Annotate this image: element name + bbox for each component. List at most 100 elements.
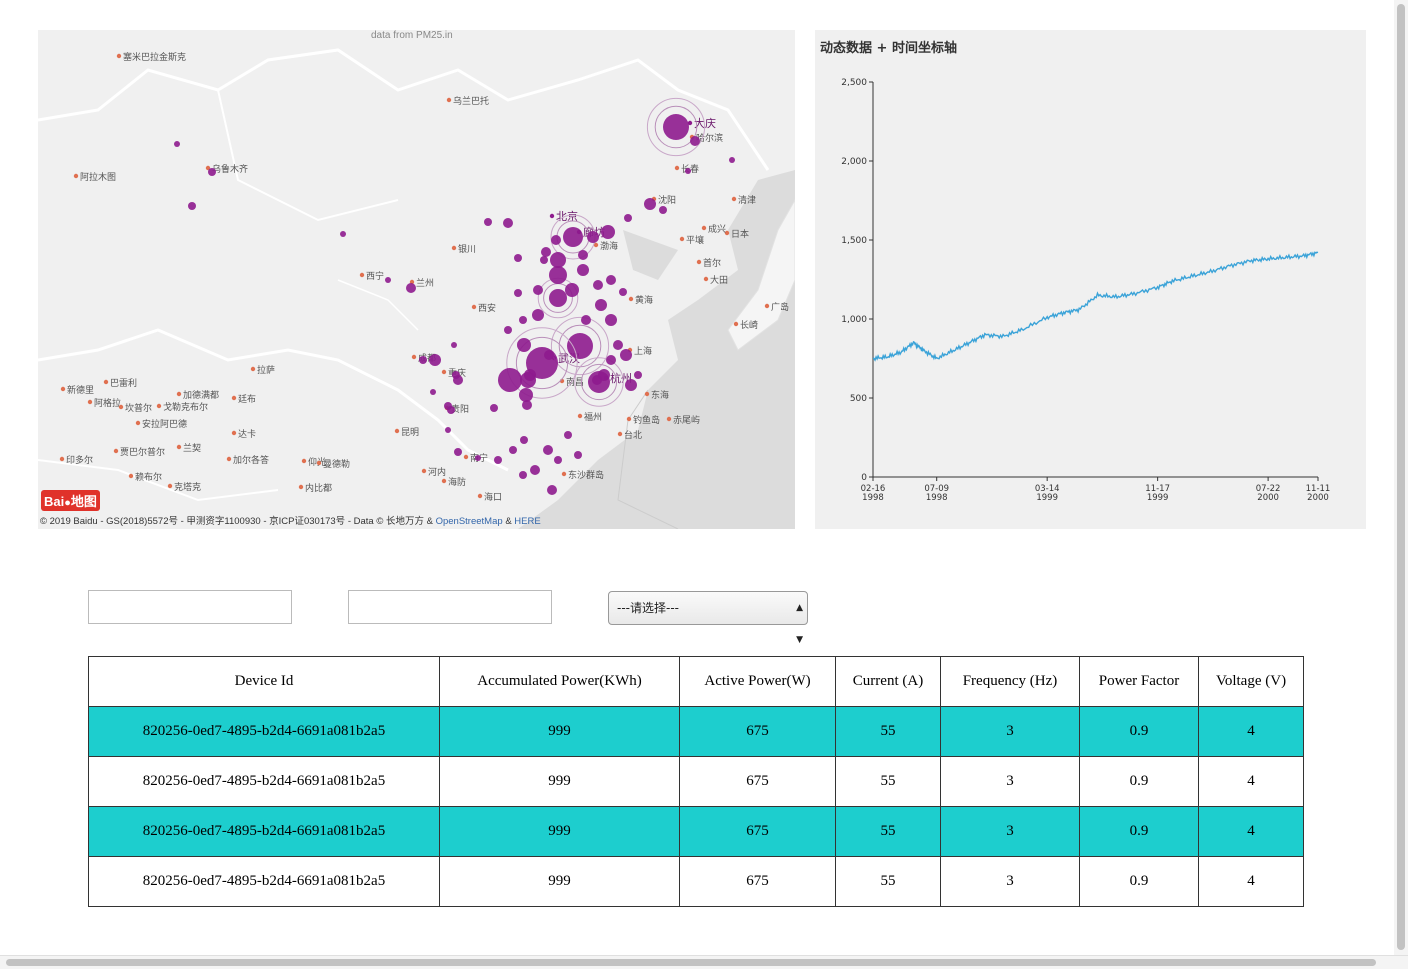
city-dot-icon: [733, 321, 739, 327]
table-row[interactable]: 820256-0ed7-4895-b2d4-6691a081b2a5 999 6…: [88, 806, 1304, 857]
cell-power-factor: 0.9: [1079, 856, 1199, 907]
aqi-bubble[interactable]: [514, 254, 522, 262]
aqi-bubble[interactable]: [620, 349, 632, 361]
aqi-bubble[interactable]: [454, 448, 462, 456]
aqi-bubble[interactable]: [619, 288, 627, 296]
aqi-bubble[interactable]: [605, 314, 617, 326]
aqi-bubble[interactable]: [504, 326, 512, 334]
table-row[interactable]: 820256-0ed7-4895-b2d4-6691a081b2a5 999 6…: [88, 856, 1304, 907]
here-link[interactable]: HERE: [514, 516, 541, 527]
vertical-scroll-thumb[interactable]: [1397, 4, 1405, 950]
aqi-bubble[interactable]: [540, 256, 548, 264]
aqi-bubble[interactable]: [659, 206, 667, 214]
aqi-bubble[interactable]: [188, 202, 196, 210]
vertical-scrollbar[interactable]: [1394, 0, 1408, 955]
table-row[interactable]: 820256-0ed7-4895-b2d4-6691a081b2a5 999 6…: [88, 706, 1304, 757]
aqi-bubble[interactable]: [340, 231, 346, 237]
aqi-bubble[interactable]: [587, 231, 599, 243]
aqi-bubble[interactable]: [484, 218, 492, 226]
aqi-bubble[interactable]: [419, 356, 427, 364]
aqi-bubble[interactable]: [494, 456, 502, 464]
table-row[interactable]: 820256-0ed7-4895-b2d4-6691a081b2a5 999 6…: [88, 756, 1304, 807]
device-select[interactable]: ---请选择--- ▲ ▼: [608, 591, 808, 645]
aqi-bubble[interactable]: [690, 136, 700, 146]
aqi-bubble[interactable]: [601, 225, 615, 239]
aqi-bubble[interactable]: [547, 485, 557, 495]
aqi-bubble[interactable]: [498, 368, 522, 392]
aqi-bubble[interactable]: [606, 275, 616, 285]
aqi-bubble[interactable]: [564, 431, 572, 439]
cell-accumulated-power: 999: [439, 856, 680, 907]
aqi-bubble[interactable]: [685, 168, 691, 174]
aqi-bubble[interactable]: [490, 404, 498, 412]
aqi-bubble[interactable]: [593, 280, 603, 290]
aqi-bubble[interactable]: [574, 451, 582, 459]
city-label: 兰契: [183, 442, 201, 454]
filter-input-2[interactable]: [348, 590, 552, 624]
openstreetmap-link[interactable]: OpenStreetMap: [435, 516, 503, 527]
horizontal-scrollbar[interactable]: [0, 955, 1408, 969]
aqi-bubble[interactable]: [563, 227, 583, 247]
aqi-bubble[interactable]: [174, 141, 180, 147]
aqi-bubble[interactable]: [595, 299, 607, 311]
city-dot-icon: [549, 213, 555, 219]
aqi-bubble[interactable]: [509, 446, 517, 454]
aqi-bubble[interactable]: [452, 371, 460, 379]
aqi-bubble[interactable]: [551, 235, 561, 245]
aqi-bubble[interactable]: [606, 355, 616, 365]
aqi-bubble[interactable]: [532, 309, 544, 321]
city-label: 内比都: [305, 482, 332, 494]
aqi-bubble[interactable]: [543, 445, 553, 455]
aqi-bubble[interactable]: [613, 340, 623, 350]
aqi-bubble[interactable]: [519, 316, 527, 324]
map-canvas[interactable]: 塞米巴拉金斯克乌兰巴托阿拉木图乌鲁木齐大庆哈尔滨长春沈阳北京廊坊渤海银川西宁兰州…: [38, 30, 795, 529]
aqi-bubble[interactable]: [522, 400, 532, 410]
aqi-bubble[interactable]: [625, 379, 637, 391]
aqi-bubble[interactable]: [520, 436, 528, 444]
aqi-bubble[interactable]: [514, 289, 522, 297]
aqi-bubble[interactable]: [517, 338, 531, 352]
city-map[interactable]: 塞米巴拉金斯克乌兰巴托阿拉木图乌鲁木齐大庆哈尔滨长春沈阳北京廊坊渤海银川西宁兰州…: [38, 30, 795, 529]
aqi-bubble[interactable]: [519, 471, 527, 479]
aqi-bubble[interactable]: [451, 342, 457, 348]
city-label: 安拉阿巴德: [142, 418, 187, 430]
cell-voltage: 4: [1198, 706, 1304, 757]
aqi-bubble[interactable]: [530, 465, 540, 475]
aqi-bubble[interactable]: [729, 157, 735, 163]
aqi-bubble[interactable]: [406, 283, 416, 293]
aqi-bubble[interactable]: [520, 372, 536, 388]
aqi-bubble[interactable]: [567, 333, 593, 359]
aqi-bubble[interactable]: [578, 250, 588, 260]
aqi-bubble[interactable]: [550, 252, 566, 268]
city-dot-icon: [703, 276, 709, 282]
aqi-bubble[interactable]: [592, 375, 602, 385]
aqi-bubble[interactable]: [549, 266, 567, 284]
aqi-bubble[interactable]: [503, 218, 513, 228]
aqi-bubble[interactable]: [429, 354, 441, 366]
aqi-bubble[interactable]: [208, 168, 216, 176]
aqi-bubble[interactable]: [549, 289, 567, 307]
aqi-bubble[interactable]: [541, 247, 551, 257]
city-label: 台北: [624, 429, 642, 441]
aqi-bubble[interactable]: [475, 455, 481, 461]
city-dot-icon: [176, 444, 182, 450]
horizontal-scroll-thumb[interactable]: [6, 959, 1376, 966]
aqi-bubble[interactable]: [644, 198, 656, 210]
filter-input-1[interactable]: [88, 590, 292, 624]
city-label: 日本: [731, 228, 749, 240]
aqi-bubble[interactable]: [554, 456, 562, 464]
aqi-bubble[interactable]: [577, 264, 589, 276]
aqi-bubble[interactable]: [624, 214, 632, 222]
aqi-bubble[interactable]: [581, 315, 591, 325]
aqi-bubble[interactable]: [544, 350, 554, 360]
aqi-bubble[interactable]: [663, 114, 689, 140]
aqi-bubble[interactable]: [519, 388, 533, 402]
aqi-bubble[interactable]: [565, 283, 579, 297]
aqi-bubble[interactable]: [447, 406, 455, 414]
aqi-bubble[interactable]: [533, 285, 543, 295]
aqi-bubble[interactable]: [445, 427, 451, 433]
baidu-logo[interactable]: Bai●地图: [41, 490, 100, 511]
aqi-bubble[interactable]: [385, 277, 391, 283]
aqi-bubble[interactable]: [430, 389, 436, 395]
aqi-bubble[interactable]: [634, 371, 642, 379]
